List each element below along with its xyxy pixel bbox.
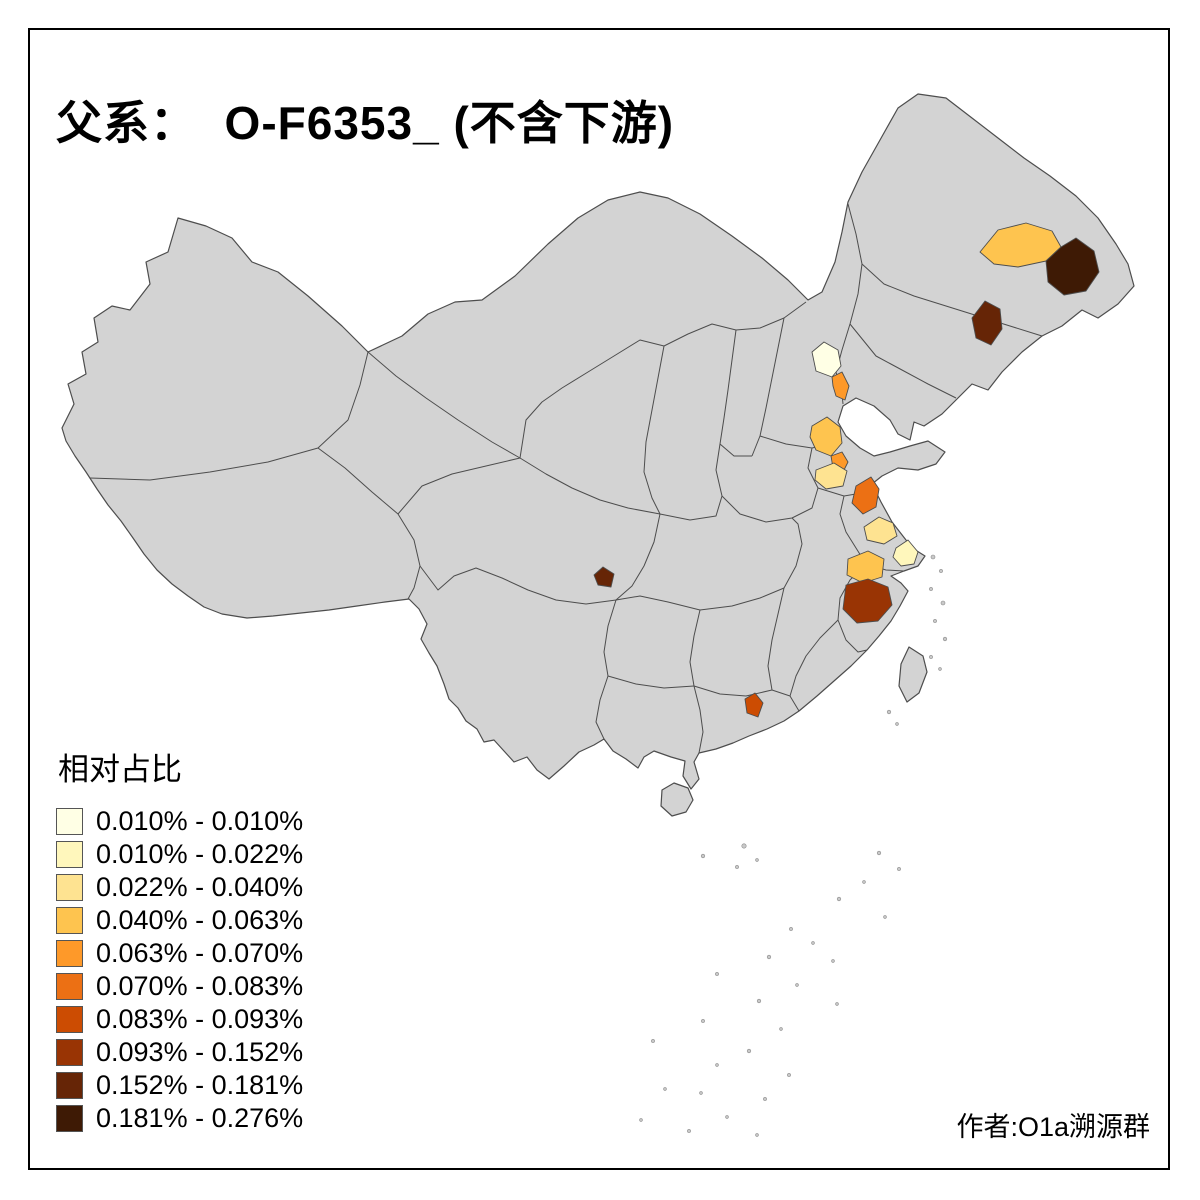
province-border xyxy=(595,675,609,740)
region-zhejiang-central xyxy=(842,578,893,624)
province-border xyxy=(839,495,867,565)
region-jiangsu-central xyxy=(851,476,880,515)
region-jiangsu-north xyxy=(814,462,848,490)
page-title: 父系： O-F6353_ (不含下游) xyxy=(56,96,675,149)
hainan-island xyxy=(660,782,694,817)
region-guangdong-north xyxy=(744,692,764,718)
legend-item: 0.010% - 0.010% xyxy=(56,805,303,838)
mainland-landmass xyxy=(61,93,1135,817)
mainland-outline xyxy=(61,93,1135,790)
legend-label: 0.181% - 0.276% xyxy=(96,1103,304,1133)
region-jilin xyxy=(971,300,1003,346)
sea-islands xyxy=(639,554,948,1137)
legend-item: 0.070% - 0.083% xyxy=(56,970,303,1003)
legend-item: 0.040% - 0.063% xyxy=(56,904,303,937)
legend-label: 0.010% - 0.022% xyxy=(96,839,304,869)
legend-label: 0.083% - 0.093% xyxy=(96,1004,304,1034)
legend-item: 0.022% - 0.040% xyxy=(56,871,303,904)
province-borders xyxy=(89,203,1043,754)
province-border xyxy=(317,447,421,600)
legend-label: 0.010% - 0.010% xyxy=(96,806,304,836)
legend-item: 0.010% - 0.022% xyxy=(56,838,303,871)
province-border xyxy=(659,495,723,521)
legend-swatch xyxy=(56,841,83,868)
province-border xyxy=(783,517,803,589)
province-border xyxy=(367,351,521,459)
province-border xyxy=(699,587,785,611)
province-border xyxy=(519,457,661,515)
legend-label: 0.022% - 0.040% xyxy=(96,872,304,902)
legend-title: 相对占比 xyxy=(58,752,182,787)
highlight-regions xyxy=(593,222,1100,718)
province-border xyxy=(767,587,785,691)
legend-item: 0.181% - 0.276% xyxy=(56,1102,303,1135)
province-border xyxy=(615,513,661,601)
province-border xyxy=(519,301,807,459)
province-border xyxy=(771,689,791,697)
region-tianjin xyxy=(831,371,850,401)
credit: 作者:O1a溯源群 xyxy=(956,1112,1150,1142)
legend-swatch xyxy=(56,907,83,934)
legend-label: 0.063% - 0.070% xyxy=(96,938,304,968)
legend-swatch xyxy=(56,1072,83,1099)
region-hebei-south xyxy=(809,416,843,457)
legend-swatch xyxy=(56,1105,83,1132)
legend-item: 0.093% - 0.152% xyxy=(56,1036,303,1069)
legend-swatch xyxy=(56,973,83,1000)
province-border xyxy=(689,609,701,687)
province-border xyxy=(89,351,369,481)
province-border xyxy=(849,323,957,399)
legend-item: 0.083% - 0.093% xyxy=(56,1003,303,1036)
legend-swatch xyxy=(56,808,83,835)
region-jiangsu-south xyxy=(863,516,898,545)
province-border xyxy=(719,329,752,457)
province-border xyxy=(861,263,1043,337)
province-border xyxy=(419,565,617,605)
province-border xyxy=(607,675,695,689)
province-border xyxy=(789,619,839,712)
province-border xyxy=(715,443,819,523)
province-border xyxy=(615,595,701,611)
region-beijing xyxy=(811,341,842,378)
legend-label: 0.070% - 0.083% xyxy=(96,971,304,1001)
region-shanghai-area xyxy=(892,539,919,567)
province-border xyxy=(693,685,704,754)
legend-swatch xyxy=(56,874,83,901)
province-border xyxy=(751,317,785,457)
legend-item: 0.063% - 0.070% xyxy=(56,937,303,970)
province-border xyxy=(837,563,868,653)
legend-swatch xyxy=(56,1039,83,1066)
legend: 相对占比 0.010% - 0.010% 0.010% - 0.022% 0.0… xyxy=(56,744,303,1135)
legend-label: 0.093% - 0.152% xyxy=(96,1037,304,1067)
legend-item: 0.152% - 0.181% xyxy=(56,1069,303,1102)
province-border xyxy=(693,685,773,697)
region-chongqing xyxy=(593,566,615,588)
region-heilongjiang-east xyxy=(1045,237,1100,296)
legend-label: 0.040% - 0.063% xyxy=(96,905,304,935)
legend-label: 0.152% - 0.181% xyxy=(96,1070,304,1100)
province-border xyxy=(603,599,617,677)
region-zhejiang-north xyxy=(846,550,885,584)
outer-border xyxy=(28,28,1170,1170)
legend-swatch xyxy=(56,940,83,967)
province-border xyxy=(397,457,521,515)
taiwan-island xyxy=(898,646,928,703)
legend-swatch xyxy=(56,1006,83,1033)
province-border xyxy=(643,345,665,515)
